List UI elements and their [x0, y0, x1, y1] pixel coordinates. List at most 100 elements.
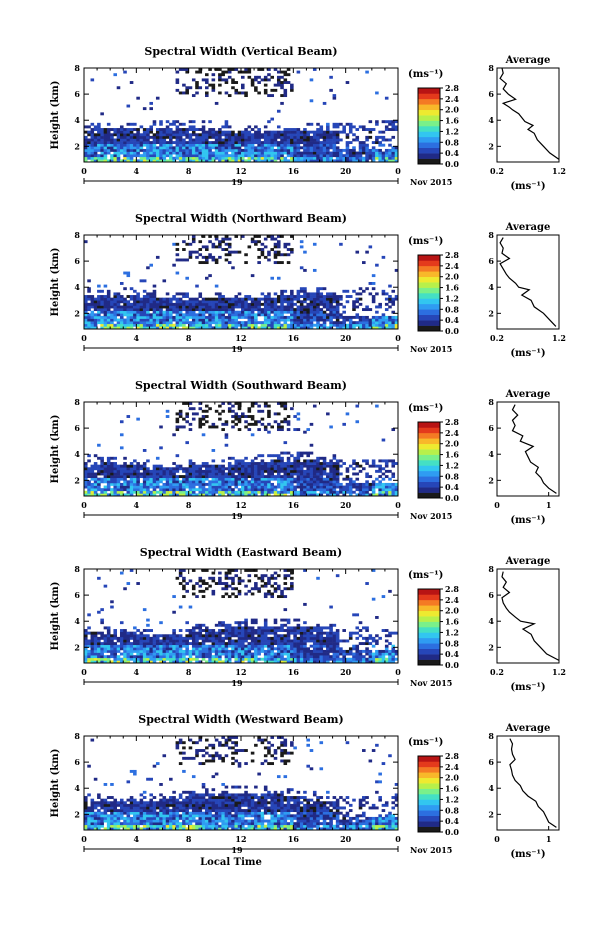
heatmap-cell	[326, 302, 330, 306]
heatmap-cell	[303, 482, 307, 486]
heatmap-cell	[276, 642, 281, 646]
x-tick-label: 8	[186, 166, 192, 176]
heatmap-cell	[139, 647, 144, 651]
heatmap-cell	[195, 660, 199, 664]
heatmap-cell	[227, 141, 232, 145]
heatmap-cell	[371, 154, 376, 158]
heatmap-cell	[162, 310, 167, 314]
heatmap-cell	[270, 133, 275, 137]
heatmap-cell	[280, 402, 284, 405]
heatmap-cell	[375, 404, 379, 408]
heatmap-cell	[286, 135, 291, 139]
heatmap-cell	[224, 141, 229, 145]
heatmap-cell	[276, 135, 281, 139]
heatmap-cell	[312, 141, 317, 145]
heatmap-cell	[129, 318, 134, 322]
heatmap-cell	[214, 482, 219, 486]
heatmap-cell	[231, 68, 235, 71]
heatmap-cell	[309, 443, 314, 447]
heatmap-cell	[142, 305, 147, 309]
colorbar-frame	[417, 254, 441, 332]
heatmap-cell	[306, 308, 310, 312]
colorbar-swatch	[418, 131, 440, 138]
heatmap-cell	[290, 250, 294, 254]
heatmap-cell	[205, 323, 209, 327]
heatmap-cell	[339, 488, 343, 492]
heatmap-cell	[185, 415, 189, 418]
heatmap-cell	[241, 148, 245, 152]
x-tick-label: 8	[186, 500, 192, 510]
heatmap-cell	[254, 472, 258, 476]
heatmap-cell	[329, 295, 333, 298]
heatmap-cell	[201, 308, 206, 312]
heatmap-cell	[218, 326, 222, 330]
heatmap-cell	[110, 141, 114, 145]
heatmap-cell	[244, 415, 248, 418]
colorbar-tick-label: 0.0	[445, 159, 459, 169]
heatmap-cell	[195, 146, 199, 150]
heatmap-cell	[276, 456, 281, 460]
heatmap-cell	[316, 472, 320, 476]
heatmap-cell	[276, 148, 281, 152]
heatmap-cell	[326, 133, 330, 137]
heatmap-cell	[155, 482, 160, 486]
heatmap-cell	[218, 649, 222, 653]
heatmap-cell	[270, 237, 275, 241]
heatmap-cell	[263, 130, 268, 134]
heatmap-cell	[312, 143, 317, 147]
heatmap-cell	[100, 295, 104, 298]
heatmap-cell	[283, 407, 288, 411]
heatmap-cell	[358, 642, 363, 646]
heatmap-cell	[152, 652, 157, 656]
heatmap-cell	[195, 255, 199, 259]
heatmap-cell	[335, 482, 340, 486]
heatmap-cell	[290, 130, 294, 134]
heatmap-cell	[250, 81, 255, 84]
heatmap-cell	[394, 125, 399, 129]
heatmap-cell	[231, 415, 235, 418]
heatmap-cell	[299, 490, 304, 494]
heatmap-cell	[280, 490, 284, 494]
heatmap-cell	[129, 480, 134, 484]
heatmap-cell	[214, 148, 219, 152]
heatmap-cell	[218, 245, 222, 249]
heatmap-cell	[146, 657, 150, 661]
heatmap-cell	[355, 464, 360, 468]
heatmap-cell	[100, 156, 104, 160]
heatmap-cell	[87, 490, 91, 494]
heatmap-cell	[244, 652, 248, 656]
heatmap-cell	[332, 300, 337, 304]
heatmap-cell	[119, 138, 124, 142]
heatmap-cell	[87, 488, 91, 492]
heatmap-cell	[146, 310, 150, 314]
heatmap-cell	[103, 488, 108, 492]
heatmap-cell	[293, 159, 297, 163]
heatmap-cell	[211, 480, 216, 484]
heatmap-cell	[322, 482, 327, 486]
heatmap-cell	[110, 297, 114, 301]
heatmap-cell	[362, 289, 366, 293]
heatmap-cell	[155, 138, 160, 142]
day-label: 19	[231, 177, 243, 187]
heatmap-cell	[290, 482, 294, 486]
heatmap-cell	[237, 138, 242, 142]
heatmap-cell	[299, 488, 304, 492]
heatmap-cell	[355, 323, 360, 327]
heatmap-cell	[201, 154, 206, 158]
colorbar-swatch	[418, 309, 440, 316]
heatmap-cell	[84, 657, 88, 661]
heatmap-cell	[371, 482, 376, 486]
heatmap-cell	[260, 321, 265, 325]
heatmap-cell	[342, 660, 346, 664]
heatmap-cell	[182, 313, 186, 317]
heatmap-cell	[267, 310, 271, 314]
heatmap-cell	[110, 475, 114, 479]
heatmap-cell	[286, 477, 291, 481]
heatmap-cell	[139, 326, 144, 330]
heatmap-cell	[142, 469, 147, 473]
heatmap-cell	[254, 318, 258, 322]
heatmap-cell	[267, 318, 271, 322]
heatmap-cell	[296, 464, 301, 468]
heatmap-cell	[159, 130, 163, 134]
heatmap-cell	[352, 657, 356, 661]
